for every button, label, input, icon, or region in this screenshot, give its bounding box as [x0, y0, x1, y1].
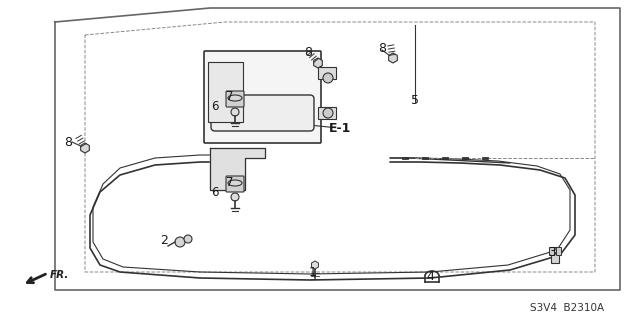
Bar: [208, 62, 243, 122]
Bar: [549, 247, 554, 255]
Circle shape: [323, 108, 333, 118]
Circle shape: [175, 237, 185, 247]
Text: 3: 3: [548, 247, 556, 259]
Text: 6: 6: [211, 186, 219, 198]
Text: 1: 1: [309, 265, 317, 278]
Bar: [551, 247, 559, 263]
Bar: [318, 107, 336, 119]
Text: 8: 8: [378, 41, 386, 55]
FancyBboxPatch shape: [226, 91, 244, 107]
Circle shape: [184, 235, 192, 243]
Circle shape: [323, 73, 333, 83]
Text: S3V4  B2310A: S3V4 B2310A: [530, 303, 604, 313]
FancyBboxPatch shape: [211, 95, 314, 131]
Text: E-1: E-1: [329, 122, 351, 135]
Ellipse shape: [228, 180, 242, 186]
Text: 4: 4: [426, 270, 434, 283]
Circle shape: [231, 108, 239, 116]
Text: 7: 7: [227, 90, 234, 102]
Text: 5: 5: [411, 93, 419, 107]
Text: 2: 2: [160, 234, 168, 247]
Text: 8: 8: [64, 136, 72, 149]
Ellipse shape: [228, 95, 242, 101]
Circle shape: [231, 193, 239, 201]
Text: 7: 7: [227, 175, 234, 189]
Bar: [556, 247, 561, 255]
FancyBboxPatch shape: [226, 176, 244, 192]
FancyBboxPatch shape: [204, 51, 321, 143]
Bar: [318, 67, 336, 79]
Text: 6: 6: [211, 100, 219, 114]
Text: FR.: FR.: [50, 270, 69, 280]
Polygon shape: [210, 148, 265, 190]
Text: 8: 8: [304, 47, 312, 60]
